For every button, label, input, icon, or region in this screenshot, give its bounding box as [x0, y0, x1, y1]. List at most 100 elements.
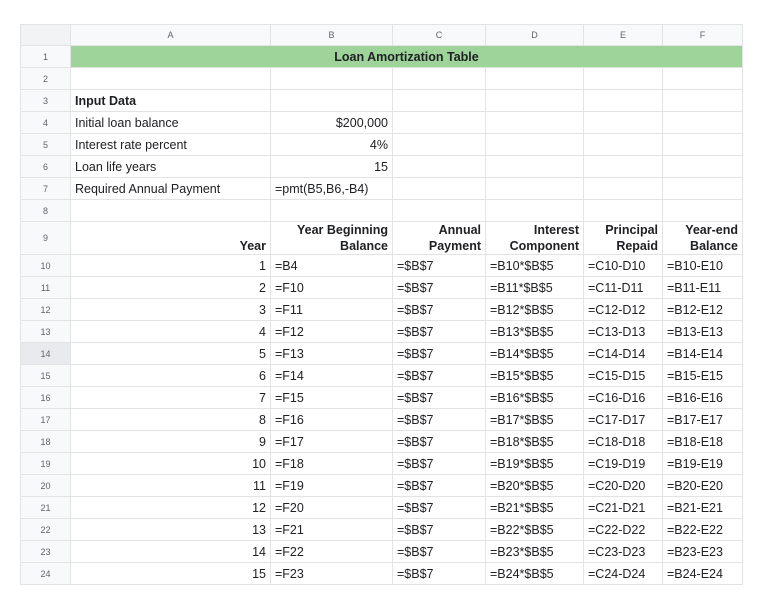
row-header[interactable]: 4 [20, 111, 71, 134]
row-header[interactable]: 5 [20, 133, 71, 156]
beginning-balance-cell[interactable]: =F22 [270, 540, 393, 563]
interest-component-cell[interactable]: =B13*$B$5 [485, 320, 584, 343]
principal-repaid-cell[interactable]: =C17-D17 [583, 408, 663, 431]
year-end-balance-cell[interactable]: =B24-E24 [662, 562, 743, 585]
principal-repaid-cell[interactable]: =C11-D11 [583, 276, 663, 299]
beginning-balance-cell[interactable]: =F16 [270, 408, 393, 431]
principal-repaid-cell[interactable]: =C23-D23 [583, 540, 663, 563]
interest-component-cell[interactable]: =B15*$B$5 [485, 364, 584, 387]
principal-repaid-cell[interactable]: =C13-D13 [583, 320, 663, 343]
beginning-balance-cell[interactable]: =F11 [270, 298, 393, 321]
cell[interactable] [270, 89, 393, 112]
input-label-cell[interactable]: Loan life years [70, 155, 271, 178]
annual-payment-cell[interactable]: =$B$7 [392, 408, 486, 431]
interest-component-cell[interactable]: =B17*$B$5 [485, 408, 584, 431]
cell[interactable] [662, 67, 743, 90]
row-header[interactable]: 9 [20, 221, 71, 255]
year-end-balance-cell[interactable]: =B20-E20 [662, 474, 743, 497]
cell[interactable] [485, 199, 584, 222]
annual-payment-cell[interactable]: =$B$7 [392, 518, 486, 541]
input-data-heading-cell[interactable]: Input Data [70, 89, 271, 112]
cell[interactable] [662, 133, 743, 156]
year-cell[interactable]: 10 [70, 452, 271, 475]
cell[interactable] [485, 67, 584, 90]
row-header[interactable]: 15 [20, 364, 71, 387]
input-value-cell[interactable]: $200,000 [270, 111, 393, 134]
cell[interactable] [583, 67, 663, 90]
principal-repaid-cell[interactable]: =C22-D22 [583, 518, 663, 541]
cell[interactable] [392, 133, 486, 156]
cell[interactable] [662, 89, 743, 112]
annual-payment-cell[interactable]: =$B$7 [392, 276, 486, 299]
cell[interactable] [485, 133, 584, 156]
row-header[interactable]: 19 [20, 452, 71, 475]
year-cell[interactable]: 4 [70, 320, 271, 343]
input-value-cell[interactable]: 15 [270, 155, 393, 178]
cell[interactable] [392, 177, 486, 200]
interest-component-cell[interactable]: =B18*$B$5 [485, 430, 584, 453]
cell[interactable] [583, 133, 663, 156]
principal-repaid-cell[interactable]: =C18-D18 [583, 430, 663, 453]
cell[interactable] [662, 177, 743, 200]
cell[interactable] [485, 111, 584, 134]
year-end-balance-cell[interactable]: =B12-E12 [662, 298, 743, 321]
header-principal-repaid-cell[interactable]: Principal Repaid [583, 221, 663, 255]
cell[interactable] [392, 111, 486, 134]
cell[interactable] [392, 67, 486, 90]
cell[interactable] [662, 111, 743, 134]
principal-repaid-cell[interactable]: =C14-D14 [583, 342, 663, 365]
year-cell[interactable]: 14 [70, 540, 271, 563]
annual-payment-cell[interactable]: =$B$7 [392, 320, 486, 343]
row-header[interactable]: 24 [20, 562, 71, 585]
annual-payment-cell[interactable]: =$B$7 [392, 452, 486, 475]
principal-repaid-cell[interactable]: =C24-D24 [583, 562, 663, 585]
year-end-balance-cell[interactable]: =B13-E13 [662, 320, 743, 343]
header-year-cell[interactable]: Year [70, 221, 271, 255]
year-cell[interactable]: 11 [70, 474, 271, 497]
cell[interactable] [583, 111, 663, 134]
beginning-balance-cell[interactable]: =F10 [270, 276, 393, 299]
column-header-d[interactable]: D [485, 24, 584, 46]
year-cell[interactable]: 6 [70, 364, 271, 387]
select-all-corner[interactable] [20, 24, 71, 46]
year-end-balance-cell[interactable]: =B18-E18 [662, 430, 743, 453]
column-header-f[interactable]: F [662, 24, 743, 46]
beginning-balance-cell[interactable]: =F17 [270, 430, 393, 453]
annual-payment-cell[interactable]: =$B$7 [392, 474, 486, 497]
annual-payment-cell[interactable]: =$B$7 [392, 562, 486, 585]
beginning-balance-cell[interactable]: =F20 [270, 496, 393, 519]
input-label-cell[interactable]: Required Annual Payment [70, 177, 271, 200]
row-header[interactable]: 14 [20, 342, 71, 365]
principal-repaid-cell[interactable]: =C19-D19 [583, 452, 663, 475]
header-interest-component-cell[interactable]: Interest Component [485, 221, 584, 255]
row-header[interactable]: 12 [20, 298, 71, 321]
row-header[interactable]: 20 [20, 474, 71, 497]
annual-payment-cell[interactable]: =$B$7 [392, 342, 486, 365]
annual-payment-cell[interactable]: =$B$7 [392, 364, 486, 387]
beginning-balance-cell[interactable]: =F18 [270, 452, 393, 475]
cell[interactable] [662, 199, 743, 222]
annual-payment-cell[interactable]: =$B$7 [392, 254, 486, 277]
row-header[interactable]: 17 [20, 408, 71, 431]
input-formula-cell[interactable]: =pmt(B5,B6,-B4) [270, 177, 393, 200]
interest-component-cell[interactable]: =B12*$B$5 [485, 298, 584, 321]
row-header[interactable]: 1 [20, 45, 71, 68]
year-cell[interactable]: 1 [70, 254, 271, 277]
interest-component-cell[interactable]: =B23*$B$5 [485, 540, 584, 563]
cell[interactable] [392, 155, 486, 178]
year-cell[interactable]: 12 [70, 496, 271, 519]
beginning-balance-cell[interactable]: =F23 [270, 562, 393, 585]
interest-component-cell[interactable]: =B22*$B$5 [485, 518, 584, 541]
principal-repaid-cell[interactable]: =C15-D15 [583, 364, 663, 387]
beginning-balance-cell[interactable]: =F21 [270, 518, 393, 541]
column-header-b[interactable]: B [270, 24, 393, 46]
cell[interactable] [662, 155, 743, 178]
row-header[interactable]: 6 [20, 155, 71, 178]
year-cell[interactable]: 2 [70, 276, 271, 299]
year-cell[interactable]: 7 [70, 386, 271, 409]
annual-payment-cell[interactable]: =$B$7 [392, 540, 486, 563]
principal-repaid-cell[interactable]: =C16-D16 [583, 386, 663, 409]
row-header[interactable]: 13 [20, 320, 71, 343]
row-header[interactable]: 10 [20, 254, 71, 277]
interest-component-cell[interactable]: =B14*$B$5 [485, 342, 584, 365]
